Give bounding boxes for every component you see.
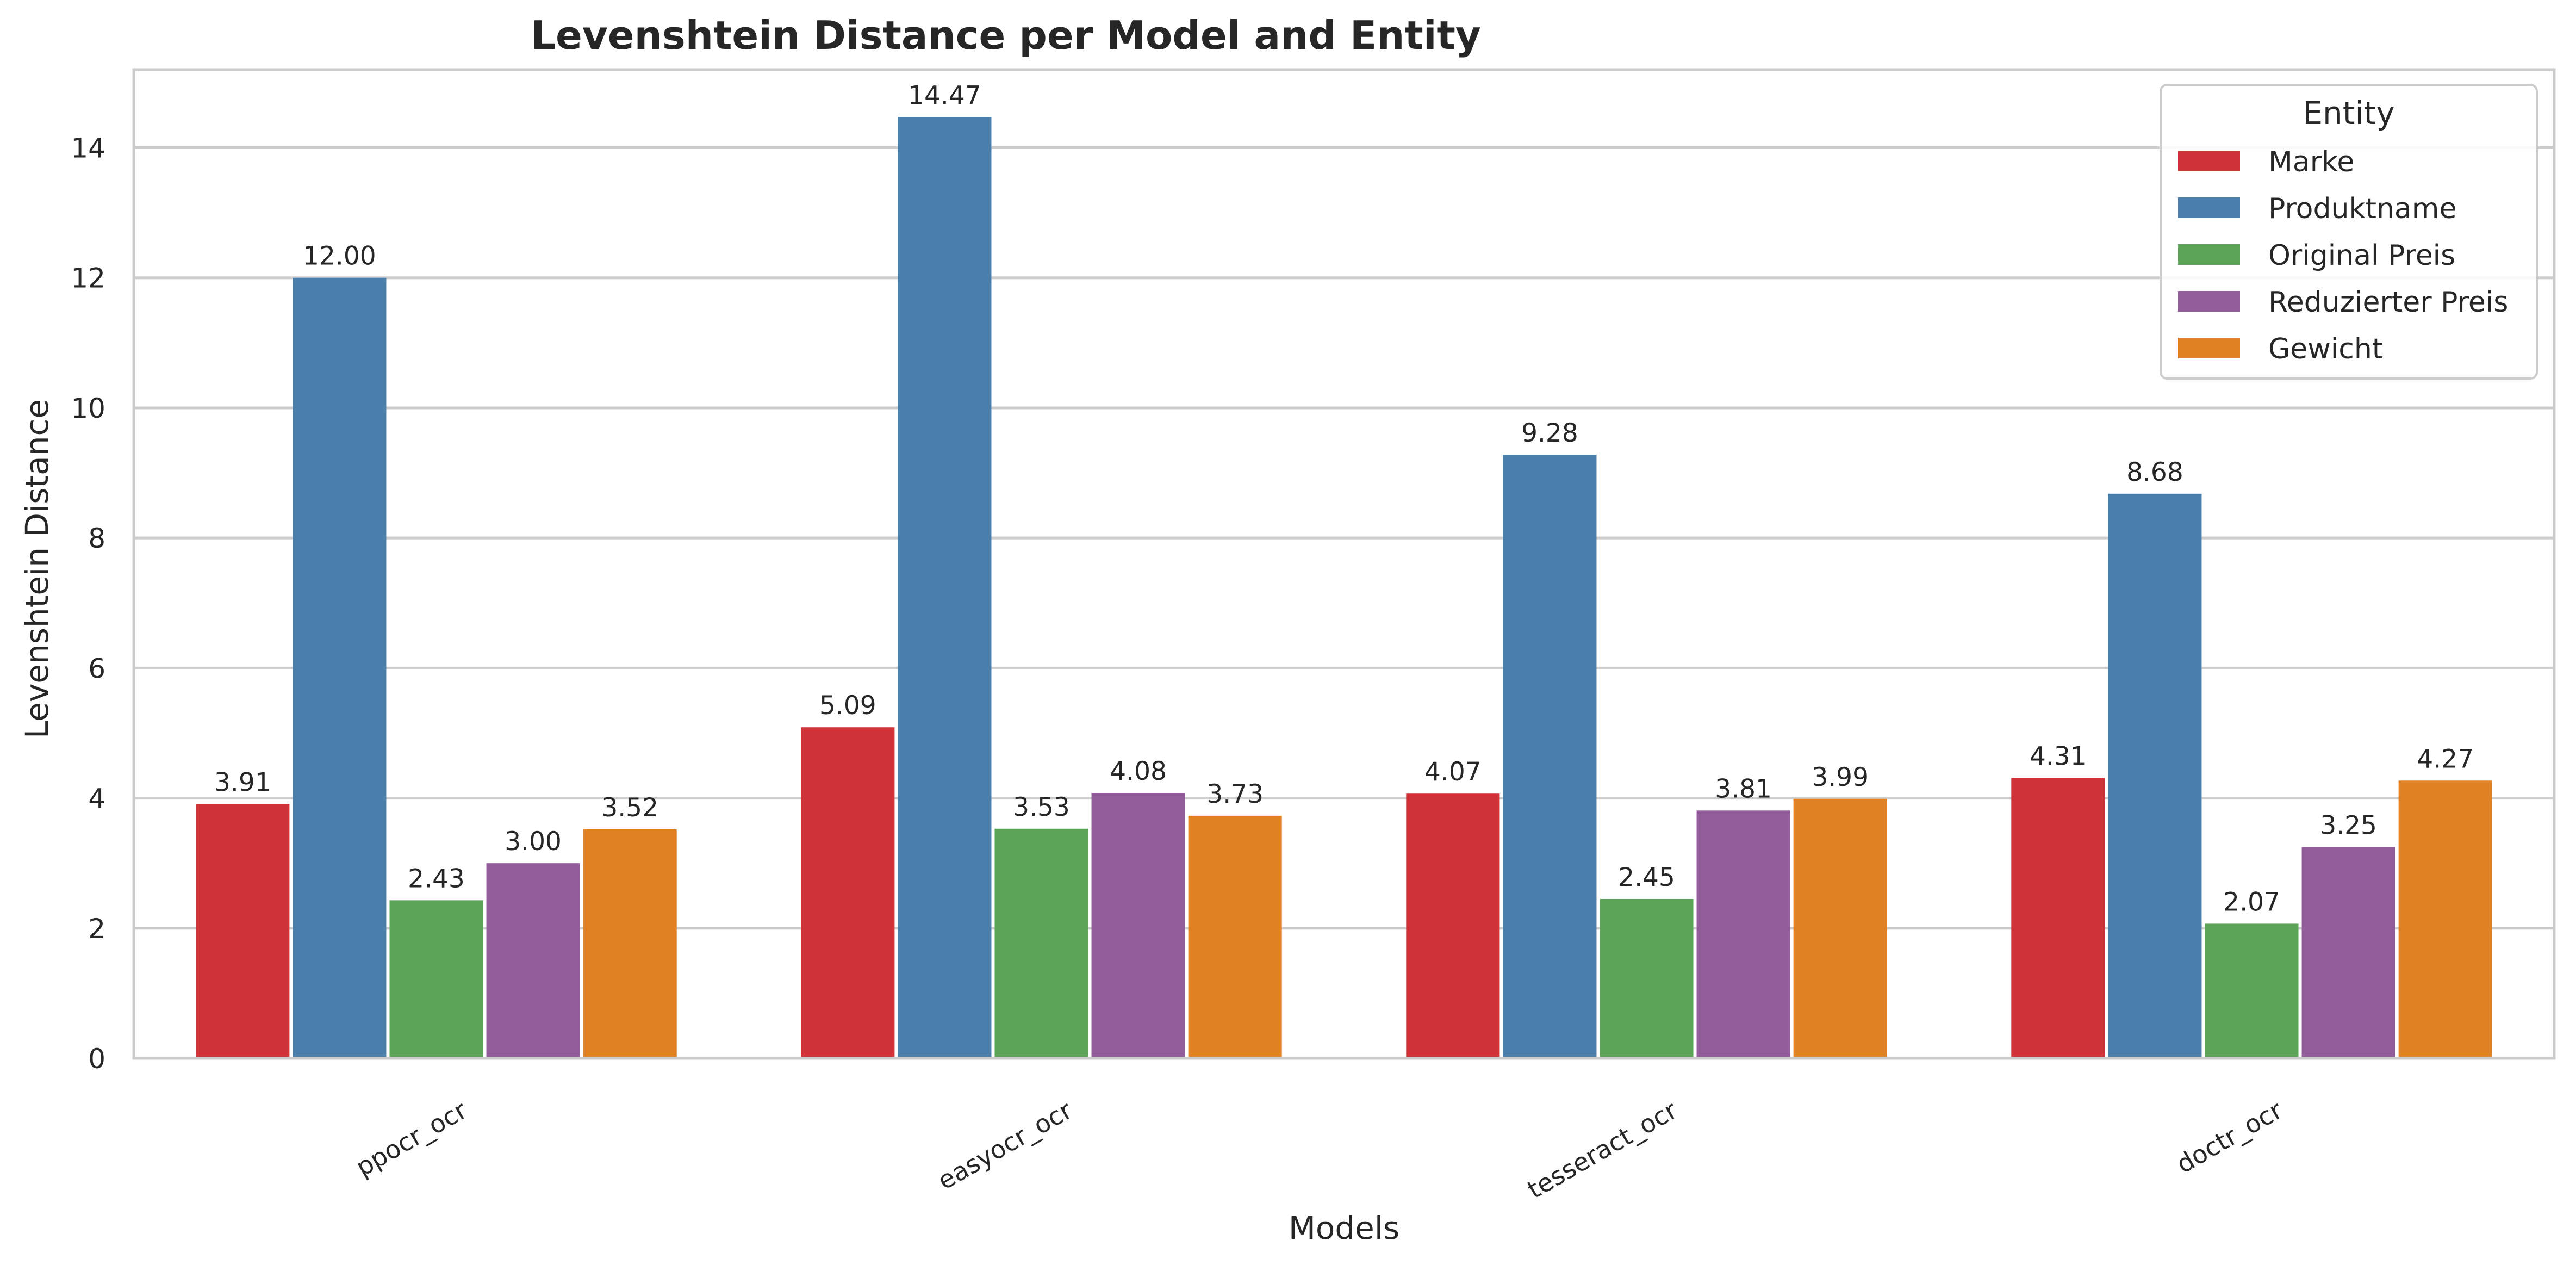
- data-label: 4.07: [1424, 757, 1482, 787]
- legend-label: Produktname: [2268, 193, 2456, 225]
- y-tick-label: 12: [71, 263, 105, 294]
- y-axis-label: Levenshtein Distance: [18, 399, 55, 739]
- legend-swatch: [2178, 244, 2240, 265]
- legend-title: Entity: [2303, 95, 2394, 132]
- bar: [1406, 793, 1500, 1058]
- bar: [1793, 798, 1887, 1058]
- bars: [196, 117, 2492, 1059]
- data-label: 3.91: [214, 767, 271, 797]
- legend-label: Marke: [2268, 146, 2354, 178]
- legend-label: Original Preis: [2268, 239, 2455, 272]
- bar: [2108, 493, 2202, 1058]
- data-label: 4.27: [2417, 744, 2474, 774]
- data-label: 4.31: [2030, 742, 2087, 772]
- bar: [2011, 778, 2105, 1058]
- bar: [1188, 815, 1282, 1058]
- bar: [994, 828, 1088, 1058]
- data-label: 14.47: [908, 80, 981, 110]
- bar: [486, 863, 580, 1058]
- bar: [2398, 780, 2492, 1058]
- y-tick-label: 8: [88, 523, 105, 554]
- y-tick-label: 10: [71, 393, 105, 424]
- y-tick-label: 2: [88, 913, 105, 945]
- legend: Entity Marke Produktname Original Preis Red…: [2160, 84, 2538, 380]
- legend-items: Marke Produktname Original Preis Reduzierte…: [2178, 146, 2508, 365]
- bar: [196, 804, 290, 1058]
- plot-frame: [132, 68, 2556, 1060]
- bar: [1503, 455, 1597, 1058]
- data-label: 3.52: [601, 793, 658, 823]
- y-tick-label: 6: [88, 653, 105, 684]
- y-tick-label: 14: [71, 133, 105, 164]
- data-label: 3.53: [1013, 792, 1070, 822]
- legend-swatch: [2178, 338, 2240, 358]
- data-label: 2.07: [2223, 887, 2280, 917]
- y-tick-labels: 0 2 4 6 8 10 12 14: [71, 133, 105, 1075]
- bar: [583, 829, 677, 1058]
- data-label: 3.25: [2320, 810, 2377, 840]
- data-label: 5.09: [819, 691, 876, 721]
- legend-label: Gewicht: [2268, 333, 2383, 365]
- data-label: 2.43: [408, 864, 465, 894]
- data-label: 4.08: [1110, 757, 1167, 786]
- data-label: 9.28: [1521, 418, 1578, 448]
- bar: [801, 727, 895, 1058]
- data-label: 12.00: [303, 241, 376, 271]
- chart-title: Levenshtein Distance per Model and Entit…: [531, 13, 1481, 58]
- bar: [2301, 847, 2395, 1058]
- legend-swatch: [2178, 197, 2240, 218]
- data-labels: 3.91 12.00 2.43 3.00 3.52 5.09 14.47 3.53 4.08 3.…: [214, 80, 2474, 917]
- bar: [389, 900, 483, 1058]
- bar: [1600, 898, 1694, 1058]
- legend-label: Reduzierter Preis: [2268, 286, 2508, 319]
- legend-frame: [2160, 84, 2538, 380]
- bar: [898, 117, 992, 1058]
- data-label: 3.73: [1206, 779, 1264, 809]
- bar: [1696, 810, 1790, 1058]
- data-label: 3.81: [1715, 774, 1772, 804]
- bar: [2205, 923, 2299, 1058]
- data-label: 8.68: [2126, 457, 2183, 487]
- data-label: 3.99: [1812, 762, 1869, 792]
- bar: [1091, 793, 1185, 1058]
- bar: [293, 277, 387, 1059]
- y-tick-label: 4: [88, 783, 105, 815]
- x-axis-label: Models: [1289, 1210, 1399, 1247]
- y-tick-label: 0: [88, 1043, 105, 1075]
- legend-swatch: [2178, 291, 2240, 312]
- data-label: 3.00: [505, 827, 562, 857]
- data-label: 2.45: [1618, 863, 1675, 892]
- legend-swatch: [2178, 151, 2240, 171]
